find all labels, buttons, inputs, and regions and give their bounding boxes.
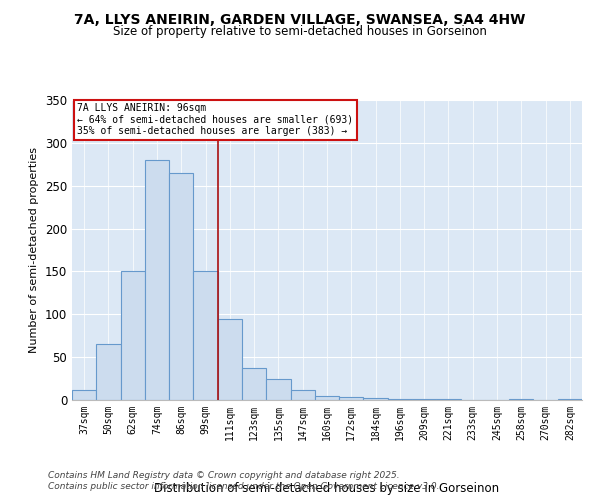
Text: Contains public sector information licensed under the Open Government Licence v3: Contains public sector information licen… bbox=[48, 482, 439, 491]
Bar bbox=[121, 272, 145, 400]
Bar bbox=[290, 390, 315, 400]
Text: Size of property relative to semi-detached houses in Gorseinon: Size of property relative to semi-detach… bbox=[113, 25, 487, 38]
Bar bbox=[509, 399, 533, 400]
Text: 7A, LLYS ANEIRIN, GARDEN VILLAGE, SWANSEA, SA4 4HW: 7A, LLYS ANEIRIN, GARDEN VILLAGE, SWANSE… bbox=[74, 12, 526, 26]
Bar bbox=[558, 399, 582, 400]
Y-axis label: Number of semi-detached properties: Number of semi-detached properties bbox=[29, 147, 40, 353]
Bar bbox=[96, 344, 121, 400]
Bar bbox=[315, 396, 339, 400]
Bar bbox=[169, 173, 193, 400]
Bar bbox=[412, 399, 436, 400]
Bar bbox=[364, 398, 388, 400]
Bar bbox=[388, 399, 412, 400]
Bar bbox=[145, 160, 169, 400]
Bar bbox=[339, 396, 364, 400]
Text: 7A LLYS ANEIRIN: 96sqm
← 64% of semi-detached houses are smaller (693)
35% of se: 7A LLYS ANEIRIN: 96sqm ← 64% of semi-det… bbox=[77, 103, 353, 136]
X-axis label: Distribution of semi-detached houses by size in Gorseinon: Distribution of semi-detached houses by … bbox=[154, 482, 500, 495]
Bar bbox=[72, 390, 96, 400]
Text: Contains HM Land Registry data © Crown copyright and database right 2025.: Contains HM Land Registry data © Crown c… bbox=[48, 471, 400, 480]
Bar bbox=[242, 368, 266, 400]
Bar bbox=[266, 378, 290, 400]
Bar bbox=[193, 272, 218, 400]
Bar bbox=[436, 399, 461, 400]
Bar bbox=[218, 318, 242, 400]
